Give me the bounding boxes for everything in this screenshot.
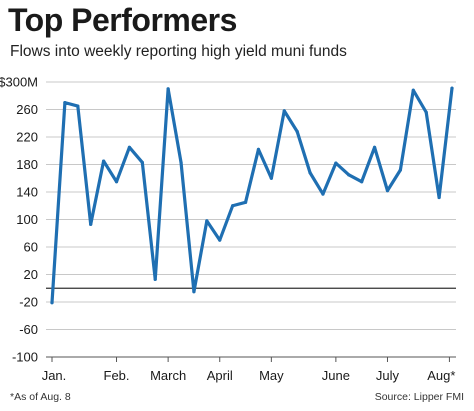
x-tick-label: June: [322, 368, 350, 383]
source-note: Source: Lipper FMI: [374, 391, 464, 403]
data-point: [398, 168, 402, 172]
data-point: [450, 86, 454, 90]
data-point: [63, 101, 67, 105]
data-point: [372, 145, 377, 149]
data-point: [308, 171, 312, 175]
y-tick-label: -20: [19, 295, 38, 310]
data-point: [153, 277, 157, 281]
data-point: [179, 160, 183, 165]
x-tick-label: Jan.: [42, 368, 67, 383]
data-point: [347, 173, 351, 177]
series-line: [50, 86, 454, 305]
data-point: [269, 176, 273, 180]
data-point: [385, 189, 390, 193]
chart-title: Top Performers: [8, 2, 237, 38]
data-point: [50, 301, 54, 305]
data-point: [334, 161, 338, 165]
chart-subtitle: Flows into weekly reporting high yield m…: [10, 43, 347, 60]
y-tick-label: 20: [24, 267, 38, 282]
x-tick-label: May: [259, 368, 284, 383]
y-tick-label: -60: [19, 322, 38, 337]
y-tick-label: 140: [16, 185, 38, 200]
data-point: [166, 87, 170, 91]
y-tick-label: $300M: [0, 75, 38, 90]
y-tick-label: 180: [16, 157, 38, 172]
series-layer: [50, 86, 454, 305]
data-point: [231, 204, 235, 208]
data-point: [114, 180, 119, 184]
x-tick-label: Feb.: [104, 368, 130, 383]
data-point: [76, 104, 80, 108]
y-tick-label: 60: [24, 240, 38, 255]
x-tick-label: March: [150, 368, 186, 383]
y-tick-label: 100: [16, 212, 38, 227]
x-axis-ticks: Jan. Feb. March April May June July Aug*: [42, 357, 455, 383]
data-point: [192, 290, 196, 294]
data-point: [282, 109, 286, 113]
data-point: [218, 238, 222, 242]
data-point: [295, 129, 299, 134]
data-point: [102, 159, 106, 163]
data-point: [243, 200, 248, 204]
data-point: [437, 195, 441, 200]
data-point: [411, 88, 415, 92]
x-tick-label: April: [207, 368, 233, 383]
data-point: [256, 147, 261, 151]
x-tick-label: Aug*: [427, 368, 455, 383]
gridlines: [46, 81, 456, 358]
data-point: [360, 180, 364, 184]
y-axis-ticks: -100 -60 -20 20 60 100 140 180 220 260 $300M: [0, 75, 38, 365]
y-tick-label: -100: [12, 350, 38, 365]
data-point: [140, 160, 144, 165]
data-point: [127, 145, 132, 149]
data-point: [321, 192, 325, 196]
data-point: [89, 222, 93, 226]
y-tick-label: 220: [16, 130, 38, 145]
data-point: [205, 219, 209, 223]
y-tick-label: 260: [16, 102, 38, 117]
footnote: *As of Aug. 8: [10, 391, 71, 403]
x-tick-label: July: [376, 368, 400, 383]
data-point: [424, 110, 428, 114]
